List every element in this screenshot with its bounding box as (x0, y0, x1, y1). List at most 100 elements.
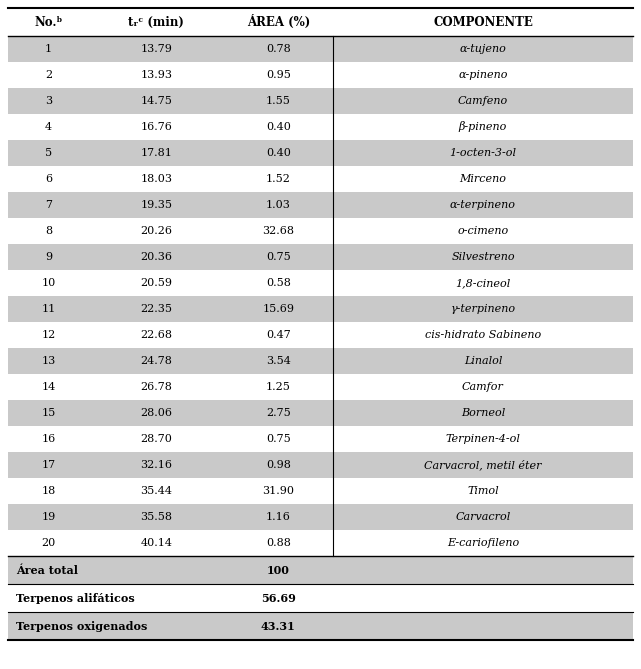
Text: 1: 1 (45, 44, 52, 54)
Text: 1.16: 1.16 (266, 512, 291, 522)
Bar (8, 452, 633, 478)
Text: Borneol: Borneol (461, 408, 505, 418)
Bar (8, 62, 633, 88)
Text: Camfeno: Camfeno (458, 96, 508, 106)
Text: COMPONENTE: COMPONENTE (433, 15, 533, 29)
Text: 17.81: 17.81 (140, 148, 172, 158)
Text: 22.68: 22.68 (140, 330, 172, 340)
Text: 13.79: 13.79 (140, 44, 172, 54)
Text: 20.36: 20.36 (140, 252, 172, 262)
Text: 0.40: 0.40 (266, 122, 291, 132)
Text: 17: 17 (42, 460, 56, 470)
Bar (8, 374, 633, 400)
Text: Camfor: Camfor (462, 382, 504, 392)
Text: 8: 8 (45, 226, 52, 236)
Bar (8, 612, 633, 640)
Text: 0.75: 0.75 (266, 434, 290, 444)
Text: 35.58: 35.58 (140, 512, 172, 522)
Text: 32.68: 32.68 (262, 226, 294, 236)
Text: Terpinen-4-ol: Terpinen-4-ol (445, 434, 520, 444)
Text: 2.75: 2.75 (266, 408, 290, 418)
Bar (8, 140, 633, 166)
Text: 0.40: 0.40 (266, 148, 291, 158)
Text: 4: 4 (45, 122, 52, 132)
Text: No.ᵇ: No.ᵇ (35, 15, 63, 29)
Text: 5: 5 (45, 148, 52, 158)
Text: Silvestreno: Silvestreno (451, 252, 515, 262)
Text: 3.54: 3.54 (266, 356, 291, 366)
Bar (8, 530, 633, 556)
Text: 26.78: 26.78 (140, 382, 172, 392)
Text: 28.70: 28.70 (140, 434, 172, 444)
Text: 9: 9 (45, 252, 52, 262)
Text: 18: 18 (42, 486, 56, 496)
Bar (8, 556, 633, 584)
Text: 15.69: 15.69 (262, 304, 294, 314)
Text: o-cimeno: o-cimeno (458, 226, 508, 236)
Bar (8, 192, 633, 218)
Bar (8, 584, 633, 612)
Text: γ-terpineno: γ-terpineno (451, 304, 515, 314)
Text: 31.90: 31.90 (262, 486, 294, 496)
Bar (8, 270, 633, 296)
Text: 12: 12 (42, 330, 56, 340)
Bar (8, 114, 633, 140)
Bar (8, 166, 633, 192)
Text: 20.26: 20.26 (140, 226, 172, 236)
Text: 7: 7 (45, 200, 52, 210)
Text: 43.31: 43.31 (261, 621, 296, 632)
Text: 6: 6 (45, 174, 52, 184)
Text: 1.25: 1.25 (266, 382, 291, 392)
Text: 15: 15 (42, 408, 56, 418)
Text: 20: 20 (42, 538, 56, 548)
Text: 24.78: 24.78 (140, 356, 172, 366)
Text: Área total: Área total (16, 565, 78, 575)
Text: α-pineno: α-pineno (458, 70, 508, 80)
Text: tᵣᶜ (min): tᵣᶜ (min) (128, 15, 185, 29)
Bar (8, 400, 633, 426)
Text: 0.95: 0.95 (266, 70, 291, 80)
Text: Terpenos alifáticos: Terpenos alifáticos (16, 593, 135, 603)
Text: 11: 11 (42, 304, 56, 314)
Text: ÁREA (%): ÁREA (%) (247, 15, 310, 29)
Text: 1.03: 1.03 (266, 200, 291, 210)
Text: 20.59: 20.59 (140, 278, 172, 288)
Text: 18.03: 18.03 (140, 174, 172, 184)
Text: 19.35: 19.35 (140, 200, 172, 210)
Text: 40.14: 40.14 (140, 538, 172, 548)
Text: 100: 100 (267, 565, 290, 575)
Text: E-cariofileno: E-cariofileno (447, 538, 519, 548)
Bar (8, 88, 633, 114)
Text: 10: 10 (42, 278, 56, 288)
Text: 16: 16 (42, 434, 56, 444)
Text: Linalol: Linalol (464, 356, 502, 366)
Text: Mirceno: Mirceno (460, 174, 506, 184)
Text: 22.35: 22.35 (140, 304, 172, 314)
Text: 1-octen-3-ol: 1-octen-3-ol (449, 148, 517, 158)
Bar (8, 8, 633, 36)
Text: 35.44: 35.44 (140, 486, 172, 496)
Text: 1,8-cineol: 1,8-cineol (455, 278, 511, 288)
Text: 19: 19 (42, 512, 56, 522)
Bar (8, 504, 633, 530)
Text: 0.47: 0.47 (266, 330, 290, 340)
Bar (8, 36, 633, 62)
Bar (8, 244, 633, 270)
Text: 0.98: 0.98 (266, 460, 291, 470)
Text: 13.93: 13.93 (140, 70, 172, 80)
Text: α-terpineno: α-terpineno (450, 200, 516, 210)
Text: 3: 3 (45, 96, 52, 106)
Text: 0.78: 0.78 (266, 44, 290, 54)
Text: 0.88: 0.88 (266, 538, 291, 548)
Bar (8, 296, 633, 322)
Bar (8, 218, 633, 244)
Text: Timol: Timol (467, 486, 499, 496)
Text: 1.52: 1.52 (266, 174, 291, 184)
Text: 56.69: 56.69 (261, 593, 296, 603)
Text: Carvacrol: Carvacrol (455, 512, 511, 522)
Text: 14.75: 14.75 (140, 96, 172, 106)
Bar (8, 348, 633, 374)
Bar (8, 426, 633, 452)
Text: α-tujeno: α-tujeno (460, 44, 506, 54)
Bar (8, 322, 633, 348)
